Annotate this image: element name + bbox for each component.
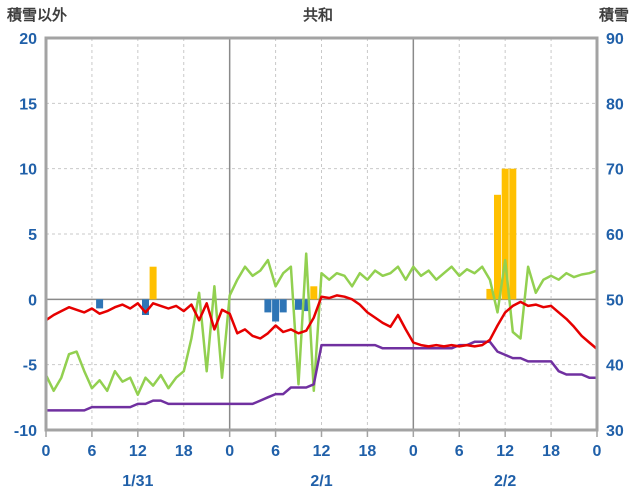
right-axis-title: 積雪 [598, 7, 629, 24]
blue-bars-bar [264, 299, 272, 313]
axis-tick-label: 12 [496, 443, 514, 460]
axis-tick-label: 18 [542, 443, 560, 460]
axis-tick-label: 6 [455, 443, 464, 460]
green-line [44, 252, 599, 396]
axis-tick-label: -5 [23, 358, 37, 375]
axis-tick-label: 10 [19, 162, 37, 179]
axis-tick-label: 18 [175, 443, 193, 460]
blue-bars-bar [279, 299, 287, 313]
orange-bars [149, 168, 517, 300]
axis-tick-label: -10 [14, 423, 37, 440]
blue-bars-bar [302, 299, 310, 312]
red-line [44, 294, 599, 351]
axis-tick-label: 12 [313, 443, 331, 460]
left-axis-title: 積雪以外 [7, 7, 68, 24]
axis-tick-label: 6 [87, 443, 96, 460]
axis-tick-label: 60 [606, 227, 624, 244]
axis-tick-label: 0 [225, 443, 234, 460]
axis-tick-label: 80 [606, 96, 624, 113]
axis-tick-label: 15 [19, 96, 37, 113]
blue-bars-bar [142, 299, 149, 315]
axis-tick-label: 12 [129, 443, 147, 460]
plot-frame [44, 36, 599, 432]
blue-bars [96, 299, 310, 322]
orange-bars-bar [501, 168, 509, 300]
axis-tick-label: 0 [409, 443, 418, 460]
orange-bars-bar [149, 266, 157, 300]
orange-bars-bar [486, 288, 494, 300]
purple-line [44, 340, 599, 412]
axis-tick-label: 5 [28, 227, 37, 244]
orange-bars-bar [310, 286, 318, 300]
blue-bars-bar [96, 299, 104, 309]
axis-tick-label: 1/31 [122, 473, 153, 490]
axis-tick-label: 2/1 [310, 473, 332, 490]
axis-tick-label: 0 [593, 443, 602, 460]
axis-tick-label: 0 [28, 292, 37, 309]
chart-title: 共和 [302, 7, 333, 24]
blue-bars-bar [295, 299, 302, 310]
axis-tick-label: 2/2 [494, 473, 516, 490]
axis-tick-label: 90 [606, 31, 624, 48]
orange-bars-bar [494, 194, 501, 300]
axis-tick-label: 70 [606, 162, 624, 179]
axis-tick-label: 18 [359, 443, 377, 460]
axis-tick-label: 20 [19, 31, 37, 48]
axis-tick-label: 0 [42, 443, 51, 460]
axis-tick-label: 30 [606, 423, 624, 440]
axis-tick-label: 50 [606, 292, 624, 309]
axis-tick-label: 40 [606, 358, 624, 375]
axis-tick-label: 6 [271, 443, 280, 460]
blue-bars-bar [272, 299, 280, 322]
orange-bars-bar [509, 168, 517, 300]
